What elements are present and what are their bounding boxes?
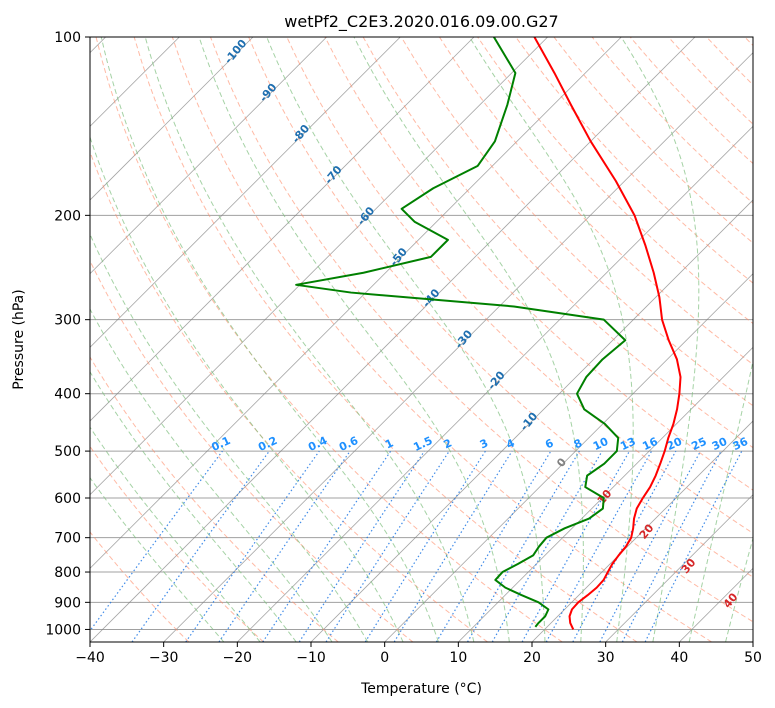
y-tick-label: 500 — [54, 444, 81, 460]
x-tick-label: 10 — [449, 650, 467, 666]
plot-background — [90, 37, 753, 642]
isotherm — [458, 346, 753, 642]
y-axis-label: Pressure (hPa) — [11, 289, 27, 389]
moist-adiabat — [144, 37, 475, 642]
moist-adiabat — [90, 426, 261, 642]
x-tick-label: 20 — [523, 650, 541, 666]
dry-adiabat — [95, 37, 563, 642]
mixing-ratio-label: 20 — [665, 435, 685, 453]
isotherm — [605, 494, 753, 642]
dry-adiabat — [90, 259, 414, 642]
x-tick-label: −20 — [223, 650, 253, 666]
mixing-ratio-label: 10 — [591, 435, 611, 453]
moist-adiabat — [100, 37, 439, 642]
isotherm — [531, 420, 753, 642]
moist-adiabat — [725, 536, 753, 642]
mixing-ratio-line — [185, 450, 320, 642]
y-tick-label: 800 — [54, 565, 81, 581]
isotherm — [237, 125, 753, 642]
x-tick-label: 0 — [380, 650, 389, 666]
isotherm — [384, 273, 753, 642]
mixing-ratio-label: 16 — [640, 435, 660, 453]
y-tick-label: 400 — [54, 387, 81, 403]
y-tick-label: 900 — [54, 595, 81, 611]
dry-adiabat — [90, 150, 488, 642]
isotherm — [90, 37, 327, 275]
mixing-ratio-line — [262, 450, 392, 642]
dewpoint-profile — [295, 37, 627, 628]
y-tick-label: 1000 — [45, 622, 81, 638]
x-tick-label: −40 — [75, 650, 105, 666]
dry-adiabat — [90, 531, 190, 642]
plot-frame — [89, 36, 754, 643]
mixing-ratio-line — [521, 450, 631, 642]
dry-adiabat — [90, 445, 264, 642]
x-axis-ticks: −40 −30 −20 −10 0 10 20 30 40 50 — [75, 642, 762, 666]
mixing-ratio-line — [545, 450, 653, 642]
x-tick-label: 30 — [597, 650, 615, 666]
moist-adiabat — [90, 476, 225, 642]
x-tick-label: −30 — [149, 650, 179, 666]
dry-adiabat — [210, 37, 753, 623]
isotherm — [90, 37, 622, 569]
isotherm — [90, 37, 696, 642]
isotherm — [90, 37, 401, 348]
isotherm — [90, 37, 548, 496]
mixing-ratio-line — [325, 450, 450, 642]
dry-adiabat — [133, 37, 638, 642]
dry-adiabat — [248, 37, 753, 578]
dry-adiabat — [90, 356, 339, 642]
dry-adiabat — [324, 37, 753, 491]
dry-adiabat — [515, 37, 753, 284]
mixing-ratio-line — [644, 450, 743, 642]
moist-adiabat — [266, 37, 546, 642]
temperature-profile — [533, 37, 682, 630]
mixing-ratio-label: 36 — [731, 435, 751, 453]
y-tick-label: 200 — [54, 208, 81, 224]
grid-layer — [90, 37, 753, 642]
mixing-ratio-label: 13 — [618, 435, 637, 453]
dry-adiabat — [439, 37, 753, 366]
mixing-ratio-line — [218, 450, 351, 642]
x-axis-label: Temperature (°C) — [360, 681, 482, 697]
isotherm — [163, 52, 753, 642]
moist-adiabat — [90, 233, 369, 642]
mixing-ratio-line — [393, 450, 513, 642]
profile-lines — [295, 37, 682, 630]
y-axis-ticks: 100 200 300 400 500 600 700 800 900 1000 — [45, 30, 90, 638]
mixing-ratio-line — [572, 450, 677, 642]
isotherm — [752, 641, 753, 642]
mixing-ratio-label: 25 — [689, 435, 708, 453]
x-tick-label: 40 — [670, 650, 688, 666]
moist-adiabat — [90, 308, 333, 642]
moist-adiabat — [688, 358, 753, 642]
moist-adiabat — [90, 135, 404, 642]
mixing-ratio-label: 30 — [710, 435, 730, 453]
x-tick-label: 50 — [744, 650, 762, 666]
y-tick-label: 600 — [54, 491, 81, 507]
moist-adiabat — [620, 37, 700, 642]
dry-adiabat — [400, 37, 753, 407]
y-tick-label: 300 — [54, 313, 81, 329]
isotherm — [90, 37, 475, 422]
y-tick-label: 700 — [54, 531, 81, 547]
mixing-ratio-line — [90, 450, 223, 632]
y-tick-label: 100 — [54, 30, 81, 46]
mixing-ratio-line — [131, 450, 270, 642]
chart-title: wetPf2_C2E3.2020.016.09.00.G27 — [284, 12, 558, 32]
dry-adiabat — [171, 37, 712, 642]
x-tick-label: −10 — [296, 650, 326, 666]
isotherm — [90, 37, 254, 201]
moist-adiabat — [198, 37, 510, 642]
mixing-ratio-line — [298, 450, 425, 642]
